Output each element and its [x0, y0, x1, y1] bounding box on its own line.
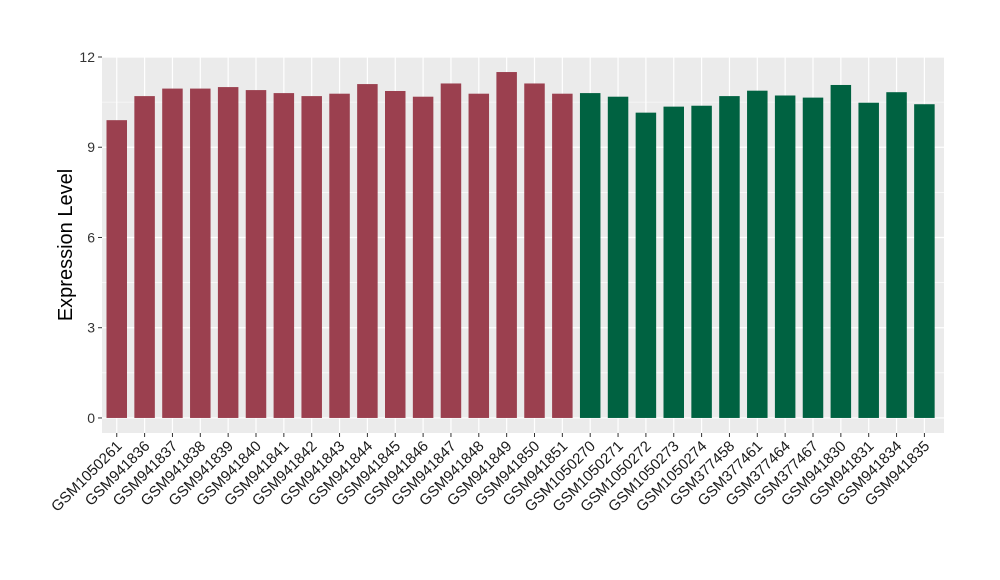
bar-GSM941831: [858, 102, 879, 418]
y-tick-label: 3: [87, 320, 95, 336]
bar-GSM941840: [245, 90, 267, 418]
bar-GSM1050270: [579, 93, 601, 418]
bar-GSM941850: [524, 83, 545, 418]
x-axis: GSM1050261GSM941836GSM941837GSM941838GSM…: [48, 433, 933, 515]
bar-GSM377461: [747, 90, 768, 418]
bar-GSM941845: [385, 90, 406, 418]
bar-GSM941851: [552, 93, 573, 418]
bar-GSM941842: [301, 96, 322, 418]
bar-GSM941846: [412, 96, 434, 418]
bar-GSM941836: [134, 96, 155, 418]
bars: [106, 72, 935, 418]
bar-GSM377467: [802, 97, 824, 418]
y-tick-label: 12: [79, 49, 95, 65]
bar-GSM941849: [496, 72, 517, 418]
bar-GSM941848: [468, 93, 490, 418]
bar-GSM377458: [719, 96, 740, 418]
bar-GSM1050271: [607, 96, 629, 418]
y-tick-label: 9: [87, 139, 95, 155]
bar-GSM941834: [886, 92, 907, 418]
bar-GSM941839: [217, 87, 239, 418]
bar-GSM1050261: [106, 120, 127, 418]
y-tick-label: 0: [87, 410, 95, 426]
bar-GSM377464: [774, 95, 796, 418]
bar-GSM941843: [329, 93, 350, 418]
y-tick-label: 6: [87, 229, 95, 245]
bar-GSM941844: [357, 84, 378, 418]
bar-GSM1050272: [635, 112, 657, 418]
bar-GSM941830: [830, 84, 852, 418]
bar-GSM941841: [273, 93, 295, 418]
bar-GSM941847: [440, 83, 462, 418]
bar-GSM941835: [914, 104, 935, 418]
y-axis-title: Expression Level: [55, 169, 77, 321]
y-axis: 0 3 6 9 12: [79, 49, 102, 426]
bar-GSM941837: [162, 88, 183, 418]
bar-GSM941838: [190, 88, 211, 418]
bar-GSM1050274: [691, 105, 712, 418]
bar-GSM1050273: [663, 106, 684, 418]
